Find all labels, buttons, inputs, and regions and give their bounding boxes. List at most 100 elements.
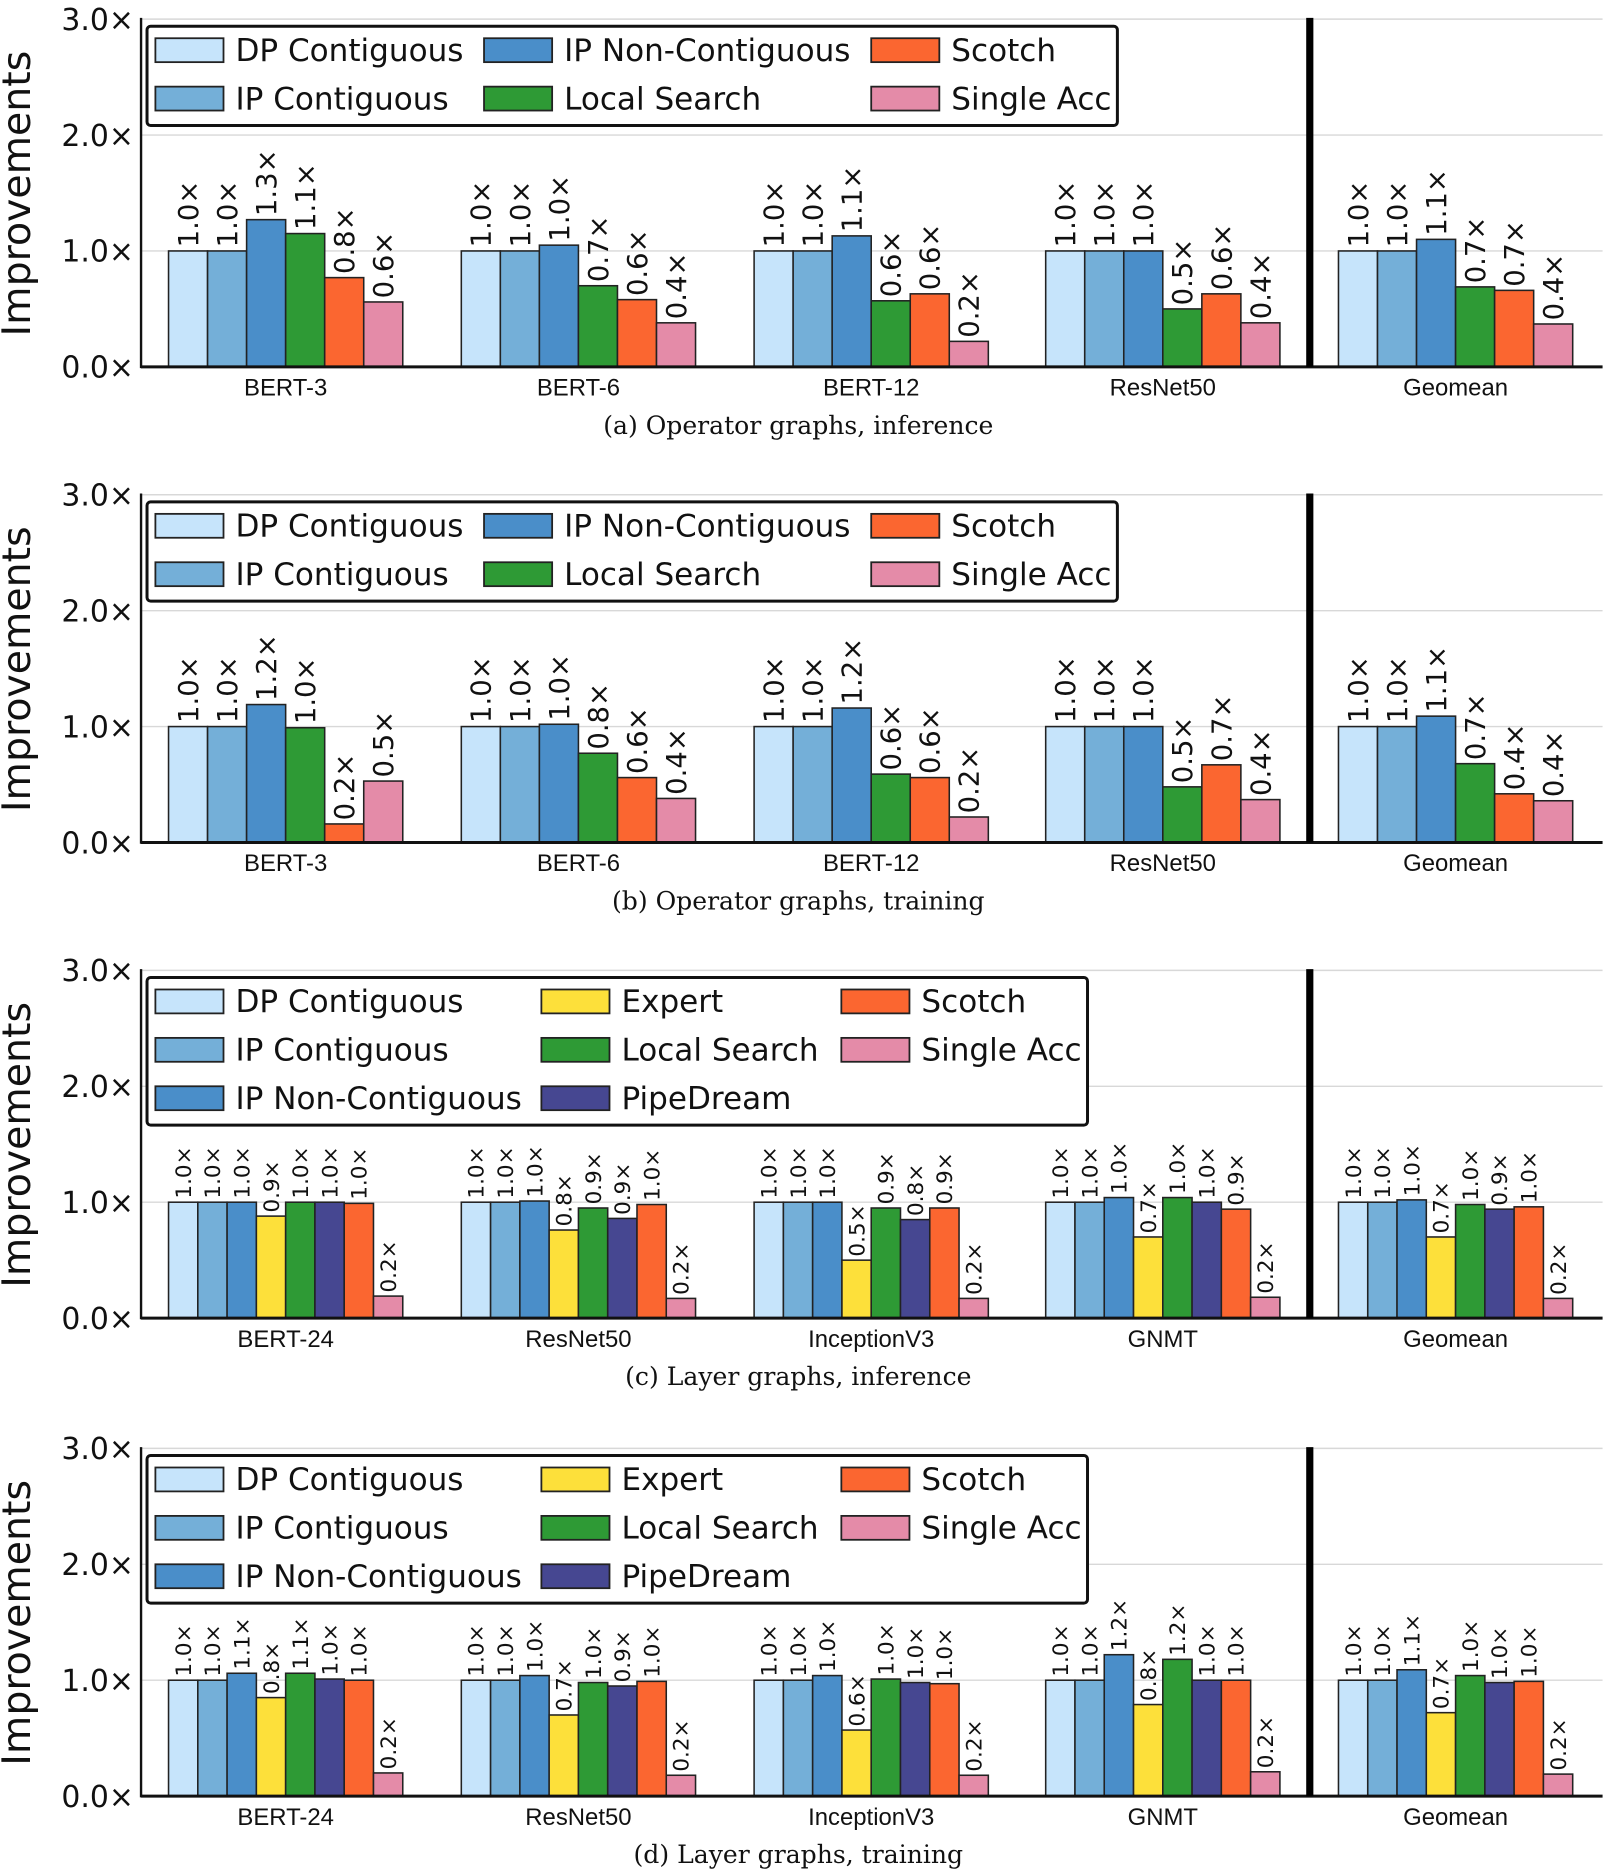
data-label: 0.7× (583, 215, 615, 282)
data-label: 1.0× (1488, 1627, 1513, 1679)
legend-swatch (540, 1514, 611, 1541)
bar (1493, 289, 1535, 368)
x-tick-label: Geomean (1403, 375, 1508, 402)
bar (665, 1774, 697, 1797)
legend-swatch (154, 37, 225, 64)
data-label: 1.0× (173, 181, 205, 248)
data-label: 1.0× (505, 181, 537, 248)
x-tick-label: BERT-24 (237, 1326, 334, 1353)
y-tick-label: 1.0× (61, 710, 134, 745)
data-label: 1.0× (318, 1146, 343, 1198)
bar (1240, 798, 1281, 844)
legend-box (145, 976, 1090, 1127)
legend-swatch (154, 1466, 225, 1493)
data-label: 1.0× (1225, 1624, 1250, 1676)
data-label: 1.0× (1078, 1146, 1103, 1198)
y-tick-label: 0.0× (61, 826, 134, 861)
data-label: 0.6× (876, 231, 908, 298)
bar (206, 725, 248, 844)
bar (499, 250, 541, 368)
bar (548, 1229, 580, 1319)
y-tick-label: 2.0× (61, 1070, 134, 1105)
chart-panel: 0.0×1.0×2.0×3.0×Improvements 1.0× 1.0× 1.3×… (0, 3, 1603, 440)
legend-item: IP Contiguous (154, 81, 449, 117)
data-label: 0.5× (845, 1204, 870, 1256)
bar (1240, 322, 1281, 368)
x-tick-label: BERT-12 (823, 850, 920, 877)
x-tick-label: Geomean (1403, 1804, 1508, 1831)
bar (606, 1217, 638, 1319)
legend-label: Single Acc (921, 1511, 1081, 1547)
data-label: 0.8× (329, 207, 361, 274)
legend-box (145, 1454, 1090, 1605)
data-label: 0.6× (845, 1674, 870, 1726)
bar (284, 232, 326, 368)
bar (460, 725, 502, 844)
bar (1249, 1771, 1281, 1797)
bar (811, 1674, 843, 1797)
data-label: 1.0× (1343, 656, 1375, 723)
data-label: 1.0× (1459, 1149, 1484, 1201)
bar (284, 1672, 316, 1797)
bar (197, 1679, 228, 1797)
chart-caption: (a) Operator graphs, inference (603, 411, 993, 440)
legend-swatch (840, 1036, 911, 1063)
bar (1415, 238, 1457, 368)
x-tick-label: BERT-6 (537, 850, 620, 877)
bar (314, 1678, 345, 1797)
bar (616, 298, 658, 368)
data-label: 1.0× (933, 1628, 958, 1680)
data-label: 0.8× (1137, 1649, 1162, 1701)
y-axis-label: Improvements (0, 1480, 40, 1766)
bar (1132, 1703, 1164, 1797)
data-label: 0.2× (670, 1243, 695, 1295)
bar (831, 707, 872, 844)
data-label: 1.0× (290, 657, 322, 724)
bar (538, 244, 580, 368)
bar (1191, 1679, 1223, 1797)
bar (1366, 1679, 1398, 1797)
data-label: 0.9× (260, 1160, 285, 1212)
legend-item: IP Contiguous (154, 1033, 449, 1069)
bar (323, 823, 365, 844)
legend-label: IP Contiguous (235, 1511, 448, 1547)
data-label: 1.1× (289, 1617, 314, 1669)
bar (841, 1729, 872, 1797)
data-label: 1.1× (837, 166, 869, 233)
bar (1132, 1236, 1164, 1319)
bar (870, 1207, 902, 1319)
bar (577, 1207, 609, 1319)
bar (1074, 1201, 1106, 1319)
bar (323, 276, 365, 368)
legend-label: Expert (621, 1462, 723, 1498)
legend-label: Single Acc (921, 1033, 1081, 1069)
data-label: 1.0× (544, 654, 576, 721)
bar (655, 797, 697, 844)
x-tick-label: InceptionV3 (808, 1326, 934, 1353)
legend-item: IP Contiguous (154, 557, 449, 593)
y-tick-label: 3.0× (61, 1432, 134, 1467)
legend-item: IP Contiguous (154, 1511, 449, 1547)
legend-swatch (154, 1514, 225, 1541)
legend-swatch (483, 512, 554, 539)
data-label: 0.7× (1206, 695, 1238, 762)
y-tick-label: 1.0× (61, 1186, 134, 1221)
legend-label: IP Non-Contiguous (235, 1081, 521, 1117)
y-tick-label: 3.0× (61, 478, 134, 513)
legend: DP Contiguous IP Contiguous IP Non-Contigu… (145, 976, 1090, 1127)
legend-swatch (154, 512, 225, 539)
chart-panel: 0.0×1.0×2.0×3.0×Improvements 1.0× 1.0× 1.0×… (0, 954, 1603, 1391)
data-label: 1.2× (251, 634, 283, 701)
bar (792, 725, 833, 844)
bar (655, 322, 697, 368)
bar (284, 726, 326, 844)
legend-swatch (540, 988, 611, 1015)
data-label: 1.0× (757, 1146, 782, 1198)
data-label: 0.9× (611, 1163, 636, 1215)
bar (811, 1201, 843, 1319)
legend-swatch (540, 1563, 611, 1590)
bar (1425, 1236, 1457, 1319)
x-tick-label: BERT-6 (537, 375, 620, 402)
data-label: 1.0× (1195, 1146, 1220, 1198)
